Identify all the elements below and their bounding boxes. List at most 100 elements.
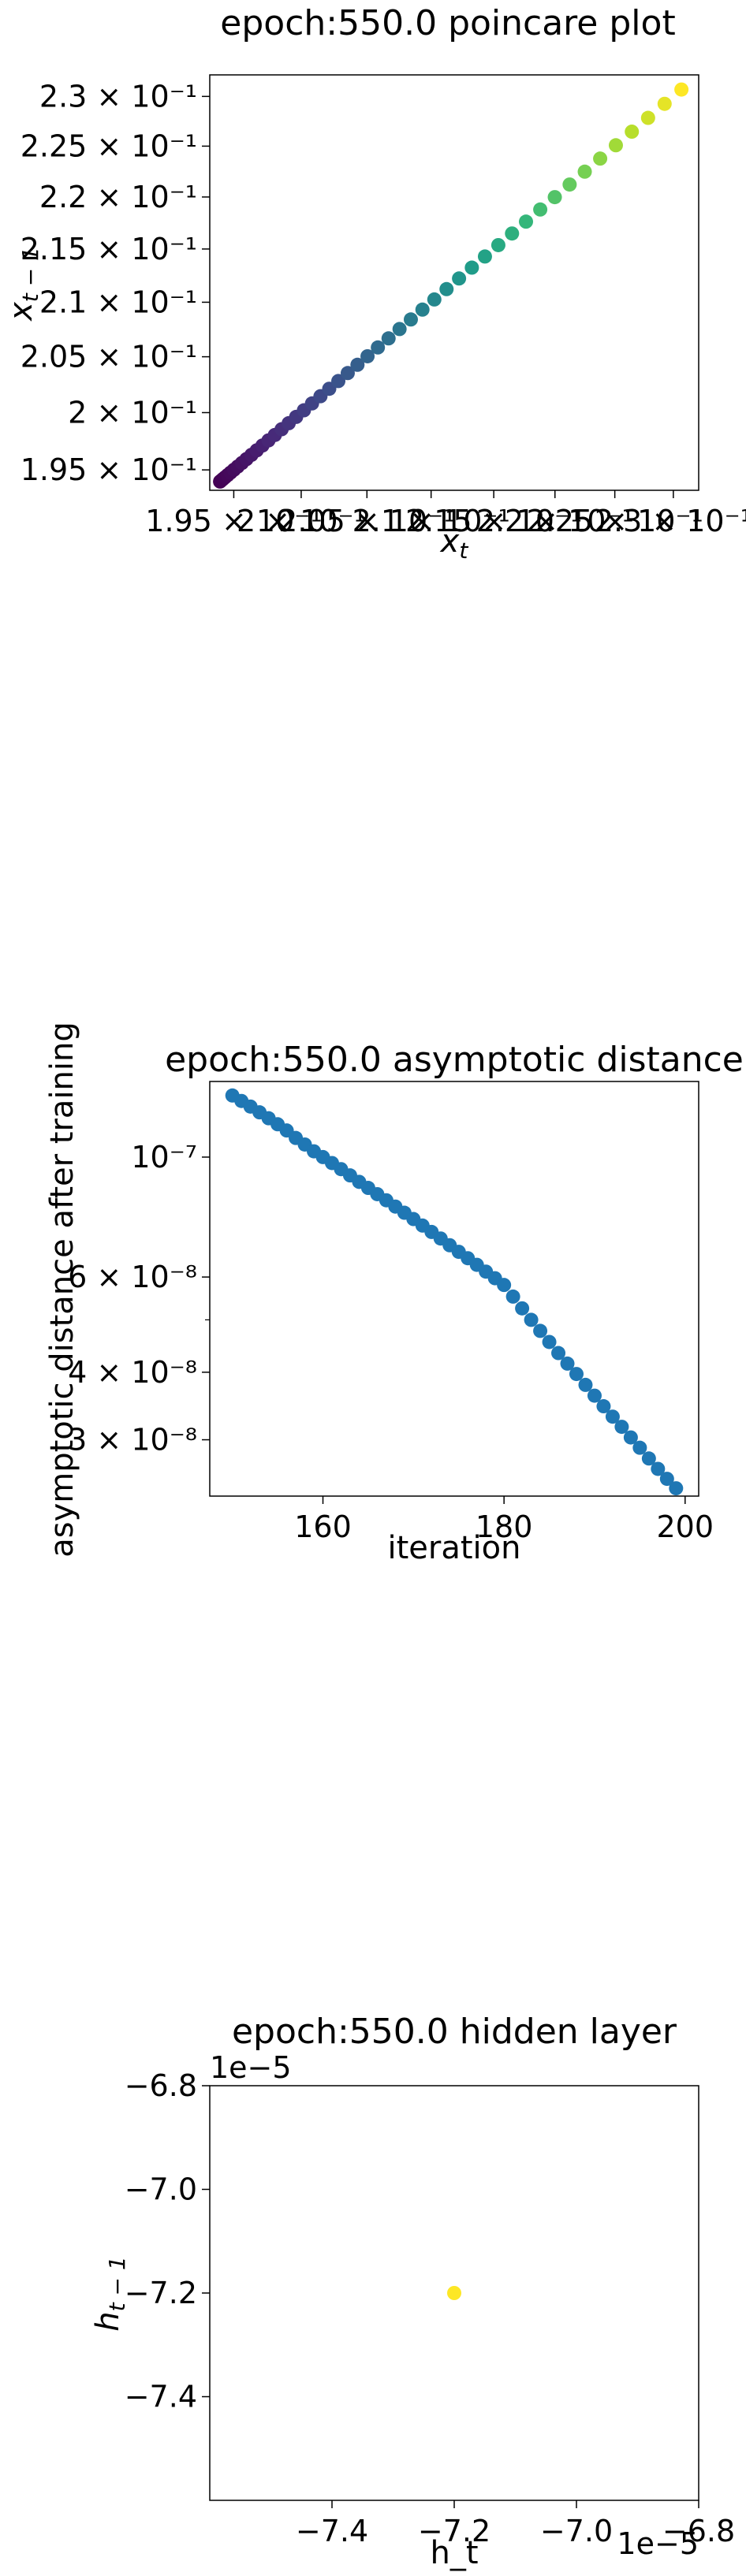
chart1-point: [439, 281, 454, 296]
chart2-ylabel: asymptotic distance after training: [44, 1022, 80, 1558]
chart3-y-tick-label: −7.2: [125, 2276, 197, 2310]
chart1-y-tick-label: 1.95 × 10⁻¹: [21, 452, 197, 487]
chart1-point: [331, 374, 346, 389]
chart1-point: [452, 271, 467, 286]
chart1-y-tick-label: 2.25 × 10⁻¹: [21, 128, 197, 163]
chart3-x-tick-label: −7.4: [296, 2514, 368, 2548]
chart1-point: [464, 260, 479, 275]
chart1-x-ticks: 1.95 × 10⁻¹2 × 10⁻¹2.05 × 10⁻¹2.1 × 10⁻¹…: [145, 490, 746, 538]
chart2-xlabel: iteration: [388, 1530, 521, 1566]
chart3-title: epoch:550.0 hidden layer: [232, 2012, 677, 2052]
chart1-x-tick-label: 2.15 × 10⁻¹: [405, 504, 582, 538]
chart2-point: [632, 1440, 647, 1455]
chart1-x-tick-label: 2.2 × 10⁻¹: [476, 504, 634, 538]
chart2-point: [605, 1409, 620, 1424]
chart2-point: [578, 1377, 593, 1392]
chart3-y-tick-label: −7.0: [125, 2172, 197, 2207]
chart1-point: [490, 237, 505, 252]
chart3-points: [447, 2286, 461, 2300]
chart1-point: [657, 96, 672, 111]
chart1-point: [415, 302, 430, 317]
chart1-y-tick-label: 2.15 × 10⁻¹: [21, 232, 197, 266]
chart1-point: [674, 82, 689, 97]
chart3-x-tick-label: −7.0: [540, 2514, 613, 2548]
chart2-point: [533, 1323, 548, 1338]
chart2-point: [614, 1420, 629, 1435]
chart2-x-ticks: 160 180 200: [294, 1496, 714, 1544]
chart1-point: [427, 292, 442, 307]
chart3-x-tick-label: −7.2: [418, 2514, 490, 2548]
chart2-y-tick-label: 3 × 10⁻⁸: [68, 1423, 197, 1457]
chart1-y-tick-label: 2.2 × 10⁻¹: [39, 180, 197, 214]
chart1-point: [350, 357, 365, 372]
chart1-point: [547, 190, 562, 205]
chart-asymptotic-distance: epoch:550.0 asymptotic distance 10⁻⁷ 6 × …: [44, 1022, 744, 1566]
chart2-y-tick-label: 10⁻⁷: [131, 1140, 197, 1174]
chart1-point: [625, 125, 640, 140]
chart2-point: [505, 1289, 520, 1304]
chart1-point: [340, 366, 355, 381]
chart2-y-tick-label: 4 × 10⁻⁸: [68, 1355, 197, 1390]
chart1-x-tick-label: 2 × 10⁻¹: [237, 504, 366, 538]
chart3-x-tick-label: −6.8: [662, 2514, 735, 2548]
chart3-y-tick-label: −6.8: [125, 2068, 197, 2103]
chart2-point: [623, 1430, 638, 1445]
chart2-point: [569, 1367, 584, 1382]
chart2-point: [651, 1461, 666, 1476]
chart2-point: [515, 1301, 530, 1316]
chart2-points: [225, 1088, 684, 1496]
chart2-axes-frame: [209, 1081, 699, 1497]
chart1-y-tick-label: 2 × 10⁻¹: [68, 395, 197, 430]
chart1-title: epoch:550.0 poincare plot: [220, 3, 675, 43]
chart1-y-tick-label: 2.05 × 10⁻¹: [21, 340, 197, 374]
chart1-point: [381, 331, 396, 346]
chart1-point: [360, 348, 375, 363]
chart1-point: [533, 202, 548, 217]
chart1-points: [213, 82, 689, 489]
chart1-y-tick-label: 2.3 × 10⁻¹: [39, 79, 197, 114]
chart3-x-offset-text: 1e−5: [617, 2526, 699, 2561]
chart2-x-tick-label: 160: [294, 1509, 352, 1544]
chart2-title: epoch:550.0 asymptotic distance: [165, 1040, 744, 1080]
chart-poincare: epoch:550.0 poincare plot 1.95 × 10⁻¹ 2 ×…: [3, 3, 746, 564]
chart3-y-offset-text: 1e−5: [210, 2050, 292, 2085]
chart1-ylabel: xt − 1: [3, 247, 43, 322]
chart2-point: [587, 1388, 602, 1403]
chart1-x-tick-label: 2.25 × 10⁻¹: [527, 504, 703, 538]
chart1-point: [505, 226, 520, 241]
chart2-point: [524, 1312, 539, 1327]
chart3-point: [447, 2286, 461, 2300]
chart1-point: [392, 322, 407, 337]
chart1-point: [577, 164, 592, 179]
chart1-x-tick-label: 2.05 × 10⁻¹: [278, 504, 455, 538]
chart1-x-tick-label: 2.1 × 10⁻¹: [352, 504, 510, 538]
chart3-ylabel: ht − 1: [90, 2256, 130, 2331]
chart1-axes-frame: [209, 74, 699, 491]
chart1-point: [403, 312, 418, 327]
chart2-point: [596, 1399, 611, 1414]
chart1-y-ticks: 1.95 × 10⁻¹ 2 × 10⁻¹ 2.05 × 10⁻¹ 2.1 × 10⁻¹…: [21, 79, 210, 487]
chart2-y-ticks: 10⁻⁷ 6 × 10⁻⁸ 4 × 10⁻⁸ 3 × 10⁻⁸: [68, 1140, 210, 1457]
chart3-y-tick-label: −7.4: [125, 2380, 197, 2414]
chart1-point: [640, 110, 655, 125]
chart1-point: [477, 249, 492, 264]
chart2-y-tick-label: 6 × 10⁻⁸: [68, 1260, 197, 1294]
chart1-point: [608, 138, 623, 153]
chart-hidden-layer: epoch:550.0 hidden layer 1e−5 1e−5 −6.8−…: [90, 2012, 735, 2571]
chart2-point: [641, 1451, 656, 1466]
chart3-xlabel: h_t: [430, 2535, 478, 2571]
chart2-point: [542, 1335, 557, 1349]
chart1-point: [371, 340, 386, 355]
chart3-y-ticks: −6.8 −7.0 −7.2 −7.4: [125, 2068, 210, 2414]
chart2-x-tick-label: 200: [657, 1509, 714, 1544]
chart2-point: [669, 1481, 684, 1496]
chart2-point: [560, 1356, 575, 1371]
chart2-point: [551, 1346, 566, 1361]
chart2-x-tick-label: 180: [476, 1509, 533, 1544]
chart3-x-ticks: −7.4 −7.2 −7.0 −6.8: [296, 2500, 735, 2548]
chart1-point: [519, 214, 534, 229]
chart2-point: [659, 1472, 674, 1487]
chart1-point: [593, 151, 608, 166]
chart1-y-tick-label: 2.1 × 10⁻¹: [39, 285, 197, 319]
